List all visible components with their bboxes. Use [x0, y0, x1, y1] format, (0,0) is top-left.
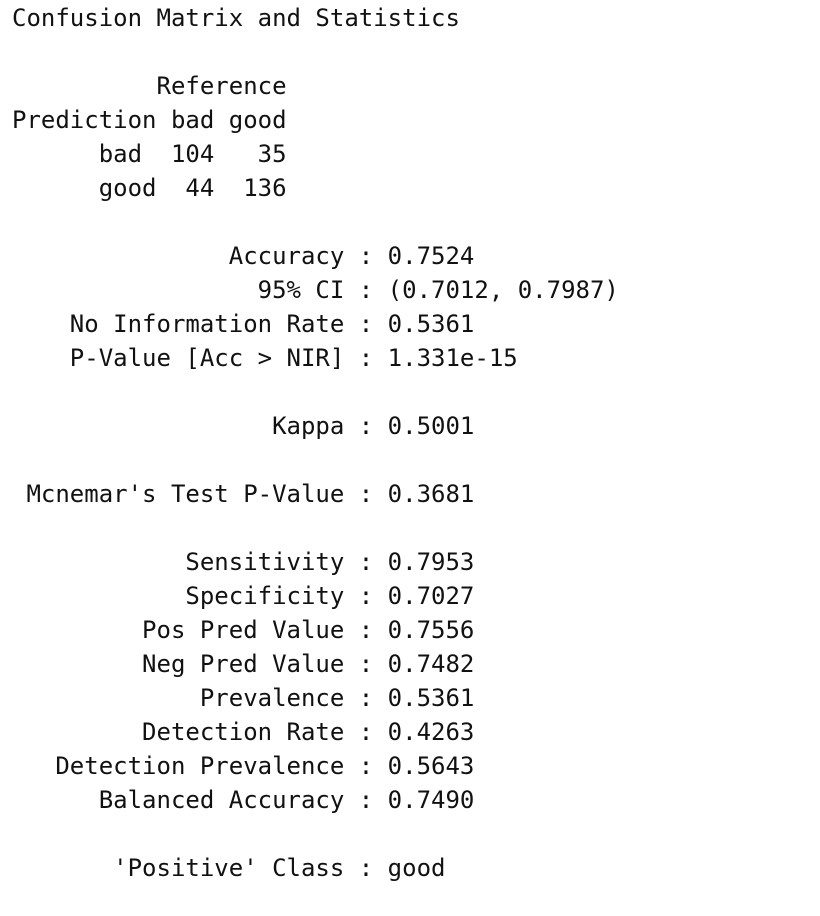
stat-mcnemar: Mcnemar's Test P-Value : 0.3681	[12, 480, 475, 508]
stat-detection-prevalence: Detection Prevalence : 0.5643	[12, 752, 475, 780]
stat-prevalence: Prevalence : 0.5361	[12, 684, 475, 712]
matrix-row-bad: bad 104 35	[12, 140, 287, 168]
stat-detection-rate: Detection Rate : 0.4263	[12, 718, 475, 746]
stat-balanced-accuracy: Balanced Accuracy : 0.7490	[12, 786, 475, 814]
stat-pvalue: P-Value [Acc > NIR] : 1.331e-15	[12, 344, 518, 372]
stat-nir: No Information Rate : 0.5361	[12, 310, 475, 338]
stat-pos-pred: Pos Pred Value : 0.7556	[12, 616, 475, 644]
output-title: Confusion Matrix and Statistics	[12, 4, 460, 32]
stat-kappa: Kappa : 0.5001	[12, 412, 475, 440]
matrix-header-row: Prediction bad good	[12, 106, 287, 134]
stat-sensitivity: Sensitivity : 0.7953	[12, 548, 475, 576]
stat-accuracy: Accuracy : 0.7524	[12, 242, 475, 270]
stat-ci: 95% CI : (0.7012, 0.7987)	[12, 276, 619, 304]
stat-specificity: Specificity : 0.7027	[12, 582, 475, 610]
stat-neg-pred: Neg Pred Value : 0.7482	[12, 650, 475, 678]
matrix-row-good: good 44 136	[12, 174, 287, 202]
matrix-reference-header: Reference	[12, 72, 287, 100]
stat-positive-class: 'Positive' Class : good	[12, 854, 446, 882]
